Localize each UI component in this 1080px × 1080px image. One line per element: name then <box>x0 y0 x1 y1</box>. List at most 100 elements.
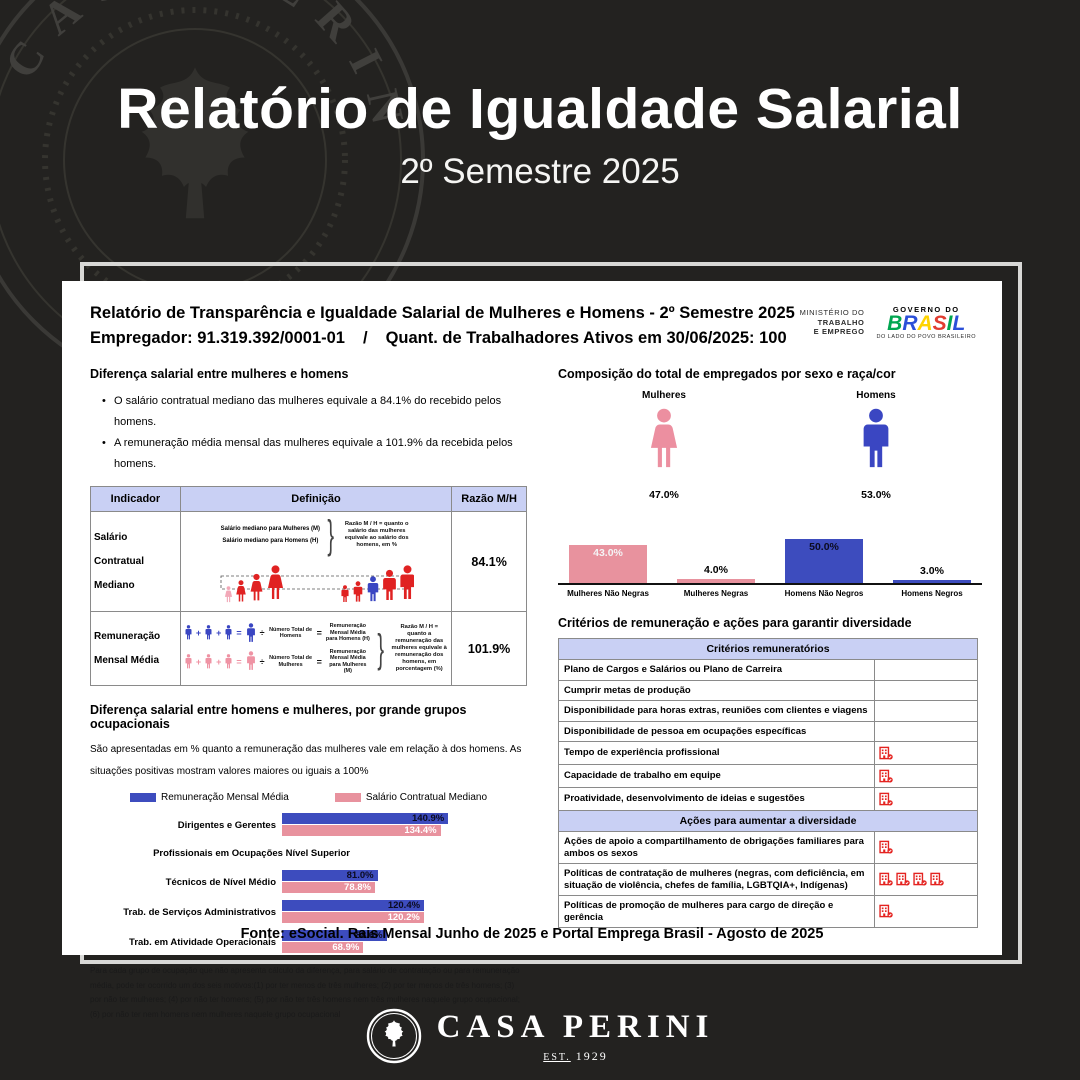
chart-row: Trab. de Serviços Administrativos 120.4%… <box>90 900 527 924</box>
company-check-icon <box>879 769 893 783</box>
brace-glyph: } <box>377 626 384 671</box>
criteria-icons <box>874 895 978 928</box>
median-def-note: Razão M / H = quanto o salário das mulhe… <box>344 520 409 548</box>
woman-icon <box>224 654 233 670</box>
ministry-line2: TRABALHO <box>817 317 865 327</box>
man-icon <box>184 625 193 641</box>
page-subtitle: 2º Semestre 2025 <box>400 152 680 191</box>
legend-label: Salário Contratual Mediano <box>365 792 488 803</box>
median-salary-definition: Salário mediano para Mulheres (M) Salári… <box>179 511 453 612</box>
man-icon <box>245 623 257 644</box>
category-label: Homens Negros <box>901 589 963 598</box>
brasil-wordmark: BRASIL <box>887 312 966 335</box>
indicator-name: Remuneração Mensal Média <box>90 611 181 686</box>
meta-separator: / <box>363 329 368 347</box>
criteria-label: Tempo de experiência profissional <box>557 741 876 765</box>
blue-bar: 140.9% <box>282 813 449 824</box>
pink-bar: 120.2% <box>282 912 424 923</box>
criteria-icons <box>874 679 978 701</box>
criteria-icons <box>874 700 978 722</box>
women-percent: 47.0% <box>649 489 679 501</box>
category-label: Trab. em Atividade Operacionais <box>129 936 276 948</box>
bullet-item: A remuneração média mensal das mulheres … <box>90 433 527 475</box>
legend-item: Salário Contratual Mediano <box>334 792 488 803</box>
table-row: Salário Contratual Mediano Salário media… <box>90 511 527 612</box>
brace-glyph: } <box>327 512 335 557</box>
criteria-row: Disponibilidade para horas extras, reuni… <box>557 700 978 722</box>
criteria-row: Proatividade, desenvolvimento de ideias … <box>557 787 978 811</box>
median-def-lines: Salário mediano para Mulheres (M) Salári… <box>220 525 320 544</box>
category-label: Homens Não Negros <box>784 589 864 598</box>
criteria-label: Proatividade, desenvolvimento de ideias … <box>557 787 876 811</box>
men-percent: 53.0% <box>861 489 891 501</box>
company-check-icon <box>879 746 893 760</box>
bar-homens-nao-negros: 50.0% <box>785 539 863 583</box>
female-icon <box>644 408 684 474</box>
category-label: Dirigentes e Gerentes <box>177 819 276 831</box>
est-label: EST. <box>543 1051 571 1063</box>
composition-categories: Mulheres Não Negras Mulheres Negras Home… <box>558 589 982 598</box>
ministry-line1: MINISTÉRIO DO <box>799 308 865 318</box>
mean-def-note: Razão M / H = quanto a remuneração das m… <box>391 624 447 672</box>
median-def-text: Salário mediano para Mulheres (M) Salári… <box>184 512 448 557</box>
criteria-label: Disponibilidade de pessoa em ocupações e… <box>557 720 876 742</box>
bar-mulheres-nao-negras: 43.0% <box>569 545 647 583</box>
company-check-icon <box>879 872 893 886</box>
criteria-row: Tempo de experiência profissional <box>557 741 978 765</box>
pink-bar: 68.9% <box>282 942 364 953</box>
criteria-label: Ações de apoio a compartilhamento de obr… <box>557 831 876 864</box>
criteria-title: Critérios de remuneração e ações para ga… <box>558 616 912 630</box>
wage-gap-bullets: O salário contratual mediano das mulhere… <box>90 391 527 475</box>
bar-homens-negros: 3.0% <box>893 565 971 583</box>
right-column: Composição do total de empregados por se… <box>557 367 982 928</box>
est-year: 1929 <box>575 1048 608 1063</box>
indicator-table: Indicador Definição Razão M/H Salário Co… <box>90 486 527 686</box>
men-result: Remuneração Mensal Média para Homens (H) <box>325 623 370 643</box>
criteria-table: Critérios remuneratórios Plano de Cargos… <box>557 638 978 928</box>
criteria-icons <box>874 720 978 742</box>
report-header: Relatório de Transparência e Igualdade S… <box>90 301 976 351</box>
watermark-seal: CASA PERINI 1929 <box>0 0 425 390</box>
category-label: Técnicos de Nível Médio <box>165 876 276 888</box>
criteria-row: Capacidade de trabalho em equipe <box>557 764 978 788</box>
criteria-section-header: Ações para aumentar a diversidade <box>558 810 978 832</box>
indicator-name: Salário Contratual Mediano <box>90 511 181 612</box>
source-line: Fonte: eSocial. Rais Mensal Junho de 202… <box>240 926 824 942</box>
indicator-table-header: Indicador Definição Razão M/H <box>90 486 527 512</box>
pink-bar: 78.8% <box>282 882 375 893</box>
women-figure: Mulheres 47.0% <box>594 390 734 501</box>
chart-row: Profissionais em Ocupações Nível Superio… <box>90 847 527 860</box>
occupation-bar-chart: Dirigentes e Gerentes 140.9% 134.4% Prof… <box>90 813 527 954</box>
men-formula: + + = ÷ Número Total de Homens = Remuner… <box>184 623 371 644</box>
established-line: EST. 1929 <box>543 1049 608 1064</box>
criteria-row: Cumprir metas de produção <box>557 679 978 701</box>
occupation-chart-title: Diferença salarial entre homens e mulher… <box>90 703 467 731</box>
composition-bar-chart: 43.0% 4.0% 50.0% 3.0% Mulheres Não Negra… <box>558 537 982 598</box>
chart-row: Trab. em Atividade Operacionais 88.6% 68… <box>90 930 527 954</box>
chart-row: Dirigentes e Gerentes 140.9% 134.4% <box>90 813 527 837</box>
blue-swatch <box>129 793 156 802</box>
brand-text-block: CASA PERINI EST. 1929 <box>437 1009 715 1064</box>
gov-logos: MINISTÉRIO DO TRABALHO E EMPREGO GOVERNO… <box>800 305 976 340</box>
criteria-label: Capacidade de trabalho em equipe <box>557 764 876 788</box>
criteria-row: Políticas de contratação de mulheres (ne… <box>557 863 978 896</box>
criteria-label: Políticas de contratação de mulheres (ne… <box>557 863 876 896</box>
criteria-icons <box>874 863 978 896</box>
criteria-label: Plano de Cargos e Salários ou Plano de C… <box>557 659 876 681</box>
criteria-icons <box>874 741 978 765</box>
criteria-label: Políticas de promoção de mulheres para c… <box>557 895 876 928</box>
report-title: Relatório de Transparência e Igualdade S… <box>90 304 795 322</box>
criteria-row: Políticas de promoção de mulheres para c… <box>557 895 978 928</box>
bar-mulheres-negras: 4.0% <box>677 564 755 583</box>
women-divisor: Número Total de Mulheres <box>269 655 313 668</box>
criteria-label: Disponibilidade para horas extras, reuni… <box>557 700 876 722</box>
category-label: Profissionais em Ocupações Nível Superio… <box>153 848 350 859</box>
mean-pay-definition: + + = ÷ Número Total de Homens = Remuner… <box>179 611 453 686</box>
pink-bar: 134.4% <box>282 825 441 836</box>
casa-perini-emblem-icon <box>366 1008 421 1064</box>
wage-gap-title: Diferença salarial entre mulheres e home… <box>90 367 349 381</box>
left-column: Diferença salarial entre mulheres e home… <box>90 367 527 1022</box>
report-card: Relatório de Transparência e Igualdade S… <box>62 281 1002 1019</box>
blue-bar: 88.6% <box>282 930 387 941</box>
median-salary-diagram <box>220 564 415 602</box>
